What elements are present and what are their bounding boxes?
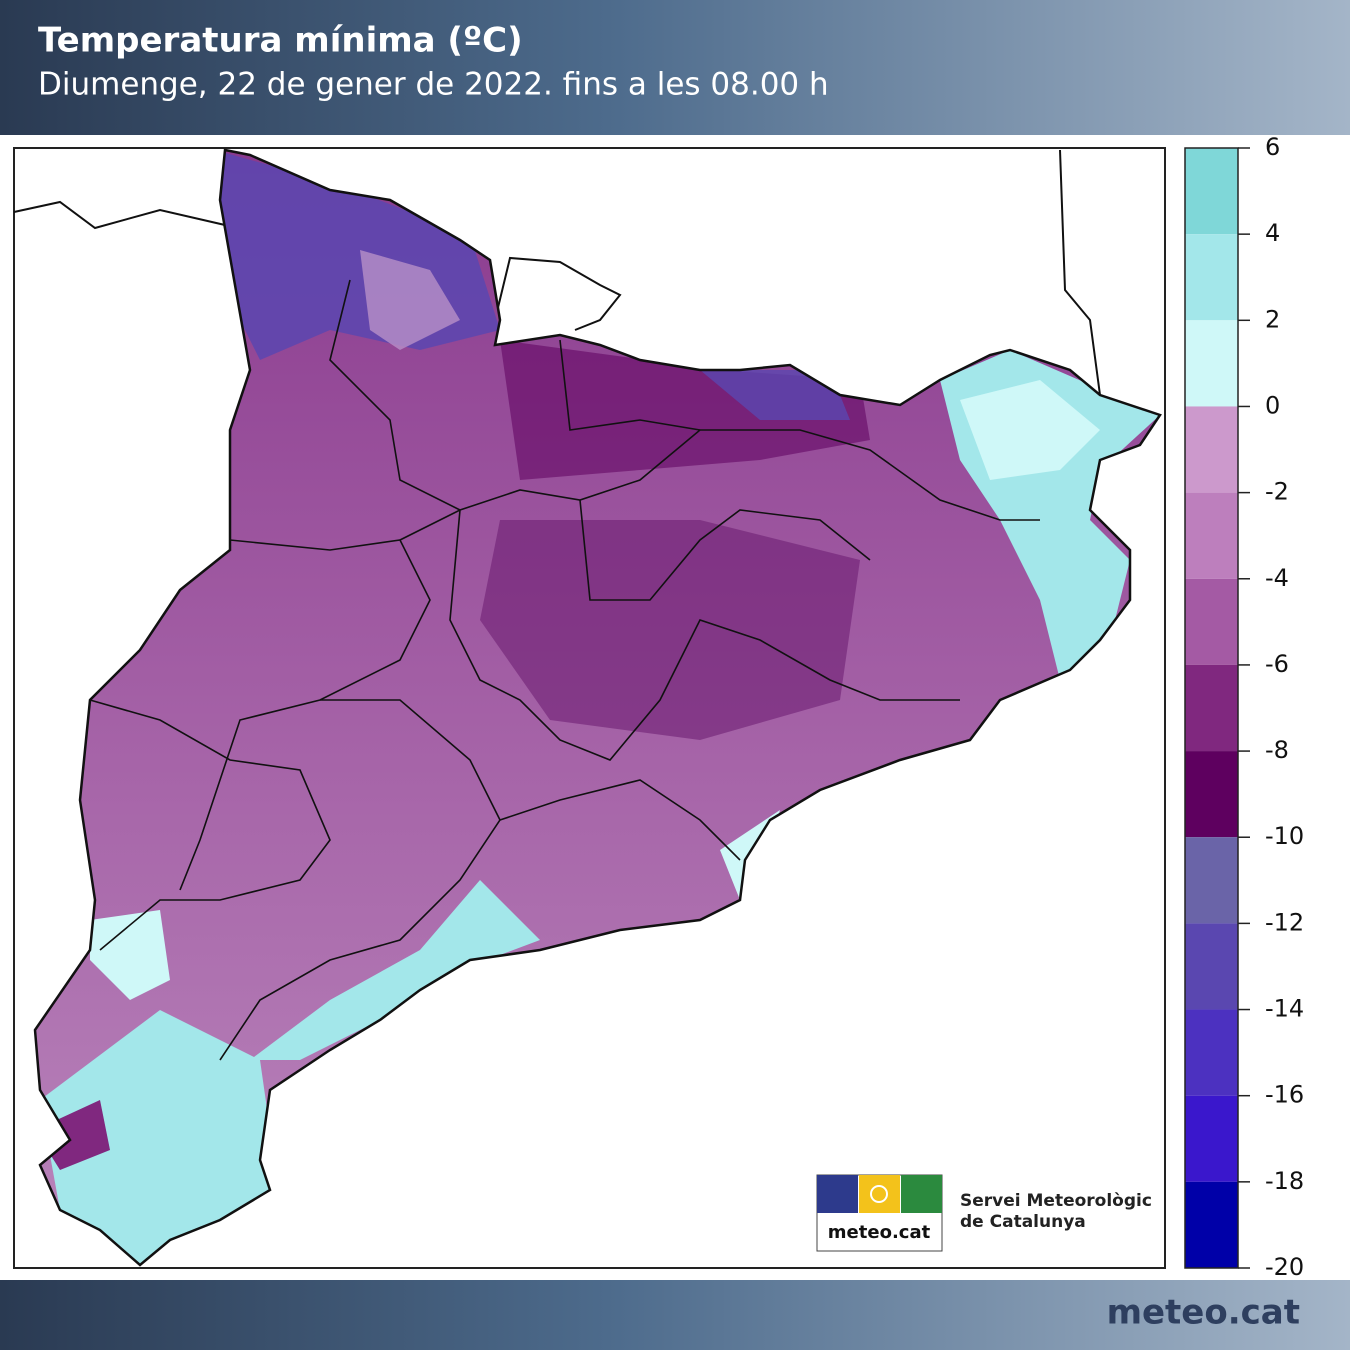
tick-label: -20	[1265, 1253, 1304, 1281]
temperature-field	[35, 150, 1160, 1265]
color-band	[1185, 664, 1238, 752]
tick-label: -2	[1265, 478, 1289, 506]
color-band	[1185, 1181, 1238, 1268]
logo-org: de Catalunya	[960, 1212, 1086, 1232]
color-band	[1185, 923, 1238, 1010]
colorbar-frame	[1184, 147, 1239, 1269]
color-band	[1185, 1009, 1238, 1096]
logo-brand: meteo.cat	[828, 1222, 931, 1243]
subtitle: Diumenge, 22 de gener de 2022. fins a le…	[38, 67, 829, 103]
color-band	[1185, 492, 1238, 579]
tick-label: -16	[1265, 1081, 1304, 1109]
tick-label: -10	[1265, 822, 1304, 850]
tick-label: -6	[1265, 650, 1289, 678]
border-line	[1059, 149, 1101, 396]
color-band	[1185, 148, 1238, 235]
colorbar: 6 4 2 0 -2 -4 -6 -8 -10 -12 -14 -16 -18 -20	[1184, 133, 1304, 1281]
header-band	[0, 0, 1350, 135]
color-band	[1185, 320, 1238, 407]
tick-label: -12	[1265, 908, 1304, 936]
tick-label: 0	[1265, 391, 1280, 419]
color-band	[1185, 751, 1238, 838]
footer-band	[0, 1280, 1350, 1350]
color-band	[1185, 837, 1238, 924]
county-borders	[89, 279, 1040, 1061]
tick-label: -8	[1265, 736, 1289, 764]
tick-label: -18	[1265, 1167, 1304, 1195]
tick-label: -4	[1265, 564, 1289, 592]
tick-label: 2	[1265, 305, 1280, 333]
border-line	[494, 256, 622, 331]
logo: meteo.cat Servei Meteorològic de Catalun…	[816, 1174, 1152, 1252]
logo-org: Servei Meteorològic	[960, 1191, 1152, 1211]
tick-label: -14	[1265, 995, 1304, 1023]
tick-label: 4	[1265, 219, 1280, 247]
color-band	[1185, 578, 1238, 665]
footer-brand: meteo.cat	[1107, 1293, 1300, 1333]
title: Temperatura mínima (ºC)	[38, 21, 523, 61]
tick-label: 6	[1265, 133, 1280, 161]
color-band	[1185, 234, 1238, 321]
color-band	[1185, 406, 1238, 493]
color-band	[1185, 1095, 1238, 1182]
map: meteo.cat Servei Meteorològic de Catalun…	[13, 148, 1162, 1267]
